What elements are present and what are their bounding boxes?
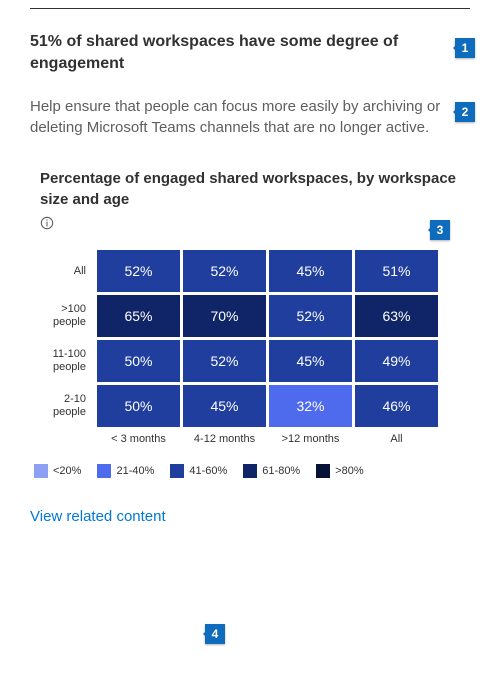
heatmap-cell: 70%	[183, 295, 266, 337]
chart-title-text: Percentage of engaged shared workspaces,…	[40, 168, 470, 210]
heatmap-cell: 46%	[355, 385, 438, 427]
legend-item: >80%	[316, 464, 363, 478]
legend-swatch	[97, 464, 111, 478]
heatmap-cell: 49%	[355, 340, 438, 382]
heatmap-cell: 63%	[355, 295, 438, 337]
legend-swatch	[316, 464, 330, 478]
heatmap-cell: 50%	[97, 340, 180, 382]
legend-item: <20%	[34, 464, 81, 478]
col-label: >12 months	[269, 433, 352, 446]
heatmap-cell: 45%	[269, 340, 352, 382]
heatmap-x-axis: < 3 months 4-12 months >12 months All	[34, 433, 470, 446]
callout-3: 3	[430, 220, 450, 240]
heatmap-cell: 52%	[183, 250, 266, 292]
section-divider	[30, 8, 470, 9]
legend-item: 21-40%	[97, 464, 154, 478]
col-label: < 3 months	[97, 433, 180, 446]
info-icon[interactable]	[40, 216, 54, 230]
heatmap-cell: 52%	[183, 340, 266, 382]
legend-swatch	[243, 464, 257, 478]
callout-4: 4	[205, 624, 225, 644]
row-label: 11-100 people	[34, 340, 94, 382]
legend-swatch	[170, 464, 184, 478]
legend-label: 21-40%	[116, 465, 154, 477]
legend-item: 61-80%	[243, 464, 300, 478]
legend-label: <20%	[53, 465, 81, 477]
callout-1: 1	[455, 38, 475, 58]
chart-title: Percentage of engaged shared workspaces,…	[30, 168, 470, 230]
col-label: 4-12 months	[183, 433, 266, 446]
heatmap-grid: All 52% 52% 45% 51% >100 people 65% 70% …	[34, 250, 470, 427]
heatmap-cell: 65%	[97, 295, 180, 337]
callout-2: 2	[455, 102, 475, 122]
row-label: All	[34, 250, 94, 292]
legend-label: 61-80%	[262, 465, 300, 477]
row-label: >100 people	[34, 295, 94, 337]
heatmap-cell: 45%	[183, 385, 266, 427]
insight-description: Help ensure that people can focus more e…	[30, 96, 470, 138]
view-related-link[interactable]: View related content	[30, 508, 166, 525]
heatmap-cell: 32%	[269, 385, 352, 427]
insight-headline: 51% of shared workspaces have some degre…	[30, 31, 470, 74]
heatmap-cell: 52%	[97, 250, 180, 292]
row-label: 2-10 people	[34, 385, 94, 427]
legend-item: 41-60%	[170, 464, 227, 478]
heatmap-cell: 50%	[97, 385, 180, 427]
heatmap-cell: 51%	[355, 250, 438, 292]
heatmap-legend: <20% 21-40% 41-60% 61-80% >80%	[34, 464, 470, 478]
legend-label: >80%	[335, 465, 363, 477]
col-label: All	[355, 433, 438, 446]
legend-swatch	[34, 464, 48, 478]
heatmap-cell: 52%	[269, 295, 352, 337]
legend-label: 41-60%	[189, 465, 227, 477]
heatmap-cell: 45%	[269, 250, 352, 292]
